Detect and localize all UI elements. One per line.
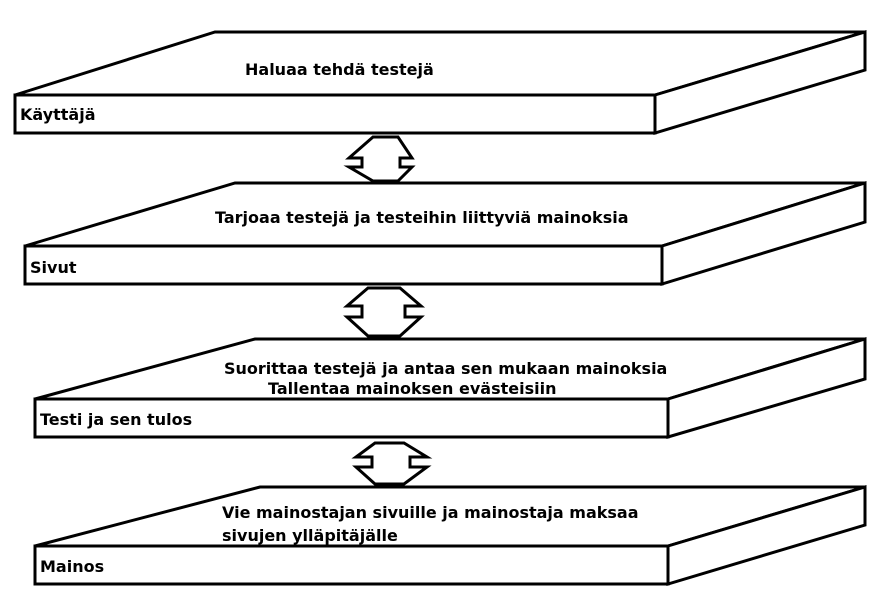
layer-mainos: Vie mainostajan sivuille ja mainostaja m… [33,484,867,587]
bidirectional-arrow [343,135,416,183]
layer-description-line: Haluaa tehdä testejä [245,60,434,79]
layer-name-label: Käyttäjä [20,105,96,124]
layer-front-face [33,544,670,586]
layer-description-line: Tallentaa mainoksen evästeisiin [268,379,556,398]
layer-front-face [23,244,664,286]
layer-name-label: Mainos [40,557,104,576]
bidirectional-arrow [351,441,433,486]
layer-name-label: Testi ja sen tulos [40,410,192,429]
layer-front-face [13,93,657,135]
layer-kayttaja: Haluaa tehdä testejä Käyttäjä [13,29,867,136]
layer-name-label: Sivut [30,258,77,277]
layer-description-line: Suorittaa testejä ja antaa sen mukaan ma… [224,359,667,378]
layer-testi: Suorittaa testejä ja antaa sen mukaan ma… [33,336,867,440]
layer-sivut: Tarjoaa testejä ja testeihin liittyviä m… [23,180,867,287]
layer-description-line: sivujen ylläpitäjälle [222,526,398,545]
layer-description-line: Tarjoaa testejä ja testeihin liittyviä m… [215,208,629,227]
layer-front-face [33,397,670,439]
layer-description-line: Vie mainostajan sivuille ja mainostaja m… [222,503,639,522]
bidirectional-arrow [342,286,426,338]
